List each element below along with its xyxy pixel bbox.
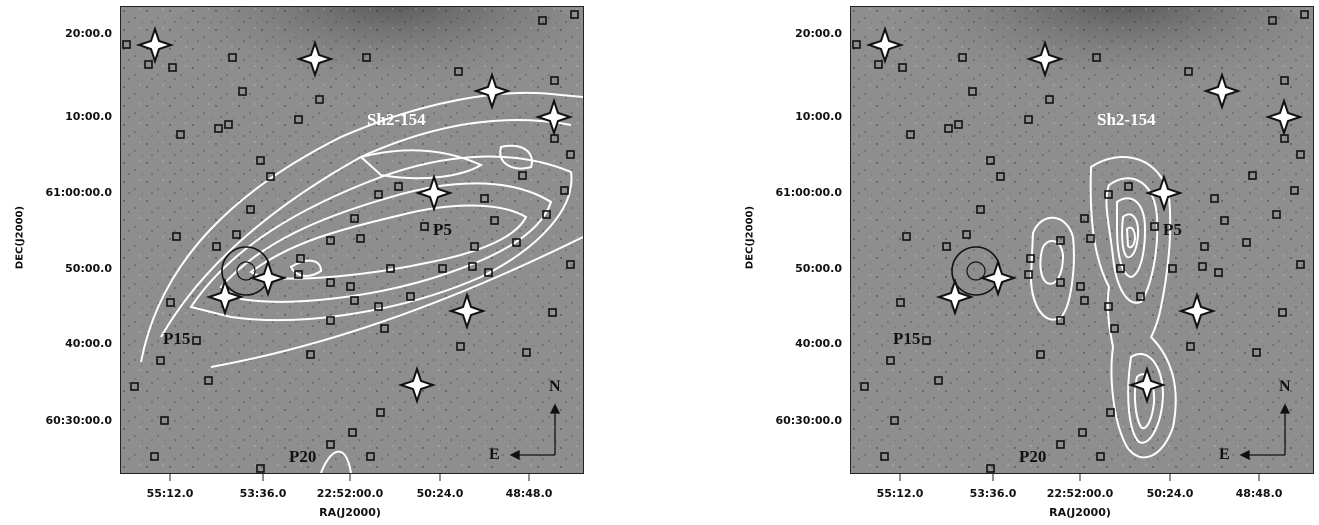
x-tick-label: 55:12.0 <box>146 487 194 500</box>
x-axis-label: RA(J2000) <box>319 506 381 519</box>
image-overlay: Sh2-154 P5 P15 P20 N E <box>121 7 583 473</box>
y-tick-label: 60:30:00.0 <box>45 414 112 427</box>
y-tick-label: 61:00:00.0 <box>775 186 842 199</box>
panel-left: DEC(J2000) 20:00.0 10:00.0 61:00:00.0 50… <box>0 0 590 525</box>
east-label: E <box>1219 446 1230 463</box>
north-label: N <box>1279 378 1291 395</box>
y-tick-label: 10:00.0 <box>795 110 842 123</box>
p5-label: P5 <box>433 220 452 239</box>
p15-label: P15 <box>893 329 920 348</box>
compass-arrows <box>509 403 561 461</box>
source-markers <box>122 10 579 473</box>
circle-marker <box>236 261 256 281</box>
star-markers <box>135 25 574 405</box>
x-tick-label: 48:48.0 <box>1235 487 1283 500</box>
x-tick-label: 50:24.0 <box>416 487 464 500</box>
x-tick-label: 22:52:00.0 <box>1046 487 1114 500</box>
y-tick-label: 50:00.0 <box>795 262 842 275</box>
sky-image: Sh2-154 P5 P15 P20 N E <box>850 6 1314 474</box>
east-label: E <box>489 446 500 463</box>
y-tick-label: 60:30:00.0 <box>775 414 842 427</box>
y-tick-label: 50:00.0 <box>65 262 112 275</box>
compass-arrows <box>1239 403 1291 461</box>
sky-image: Sh2-154 P5 P15 P20 N E <box>120 6 584 474</box>
x-tick-label: 55:12.0 <box>876 487 924 500</box>
contours <box>140 91 583 473</box>
source-markers <box>852 10 1309 473</box>
x-tick-label: 50:24.0 <box>1146 487 1194 500</box>
star-markers <box>865 25 1304 405</box>
y-tick-label: 40:00.0 <box>795 337 842 350</box>
x-tick-label: 48:48.0 <box>505 487 553 500</box>
region-label: Sh2-154 <box>1097 110 1156 129</box>
x-axis-label: RA(J2000) <box>1049 506 1111 519</box>
y-tick-label: 40:00.0 <box>65 337 112 350</box>
p20-label: P20 <box>1019 447 1046 466</box>
region-label: Sh2-154 <box>367 110 426 129</box>
circle-marker <box>966 261 986 281</box>
x-tick-label: 53:36.0 <box>969 487 1017 500</box>
p15-label: P15 <box>163 329 190 348</box>
p5-label: P5 <box>1163 220 1182 239</box>
y-tick-label: 61:00:00.0 <box>45 186 112 199</box>
image-overlay: Sh2-154 P5 P15 P20 N E <box>851 7 1313 473</box>
x-tick-label: 53:36.0 <box>239 487 287 500</box>
p20-label: P20 <box>289 447 316 466</box>
north-label: N <box>549 378 561 395</box>
x-tick-label: 22:52:00.0 <box>316 487 384 500</box>
panel-right: DEC(J2000) 20:00.0 10:00.0 61:00:00.0 50… <box>730 0 1319 525</box>
y-tick-label: 20:00.0 <box>65 27 112 40</box>
y-tick-label: 10:00.0 <box>65 110 112 123</box>
y-tick-label: 20:00.0 <box>795 27 842 40</box>
